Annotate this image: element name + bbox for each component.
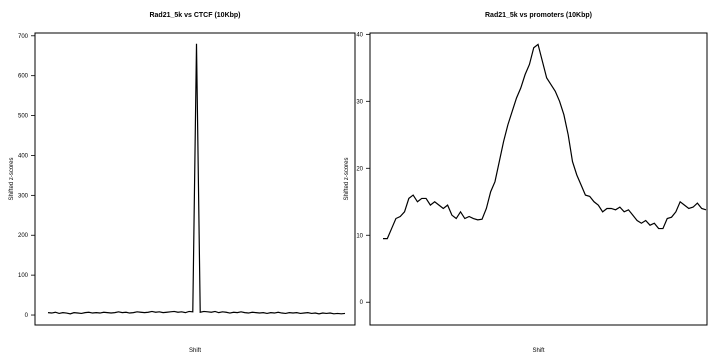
y-tick-label: 40 [356,32,363,38]
y-tick-label: 300 [18,193,29,199]
y-tick-label: 500 [18,114,29,120]
data-line [383,43,707,240]
y-axis-label: Shifted z-scores [9,157,15,200]
y-tick-label: 600 [18,74,29,80]
plot-frame [369,32,708,326]
y-tick-label: 100 [18,273,29,279]
y-tick-label: 400 [18,153,29,159]
y-tick-label: 0 [360,300,364,306]
y-tick-label: 30 [356,99,363,105]
y-axis-label: Shifted z-scores [344,157,350,200]
x-axis-label: Shift [189,348,201,352]
y-tick-label: 0 [25,313,29,319]
chart-title: Rad21_5k vs promoters (10Kbp) [485,12,592,19]
x-axis-label: Shift [532,348,544,352]
y-tick-label: 700 [18,34,29,40]
plot-frame [34,32,356,326]
y-tick-label: 10 [356,233,363,239]
chart-title: Rad21_5k vs CTCF (10Kbp) [149,12,240,19]
data-line [47,43,346,315]
y-tick-label: 200 [18,233,29,239]
y-tick-label: 20 [356,166,363,172]
